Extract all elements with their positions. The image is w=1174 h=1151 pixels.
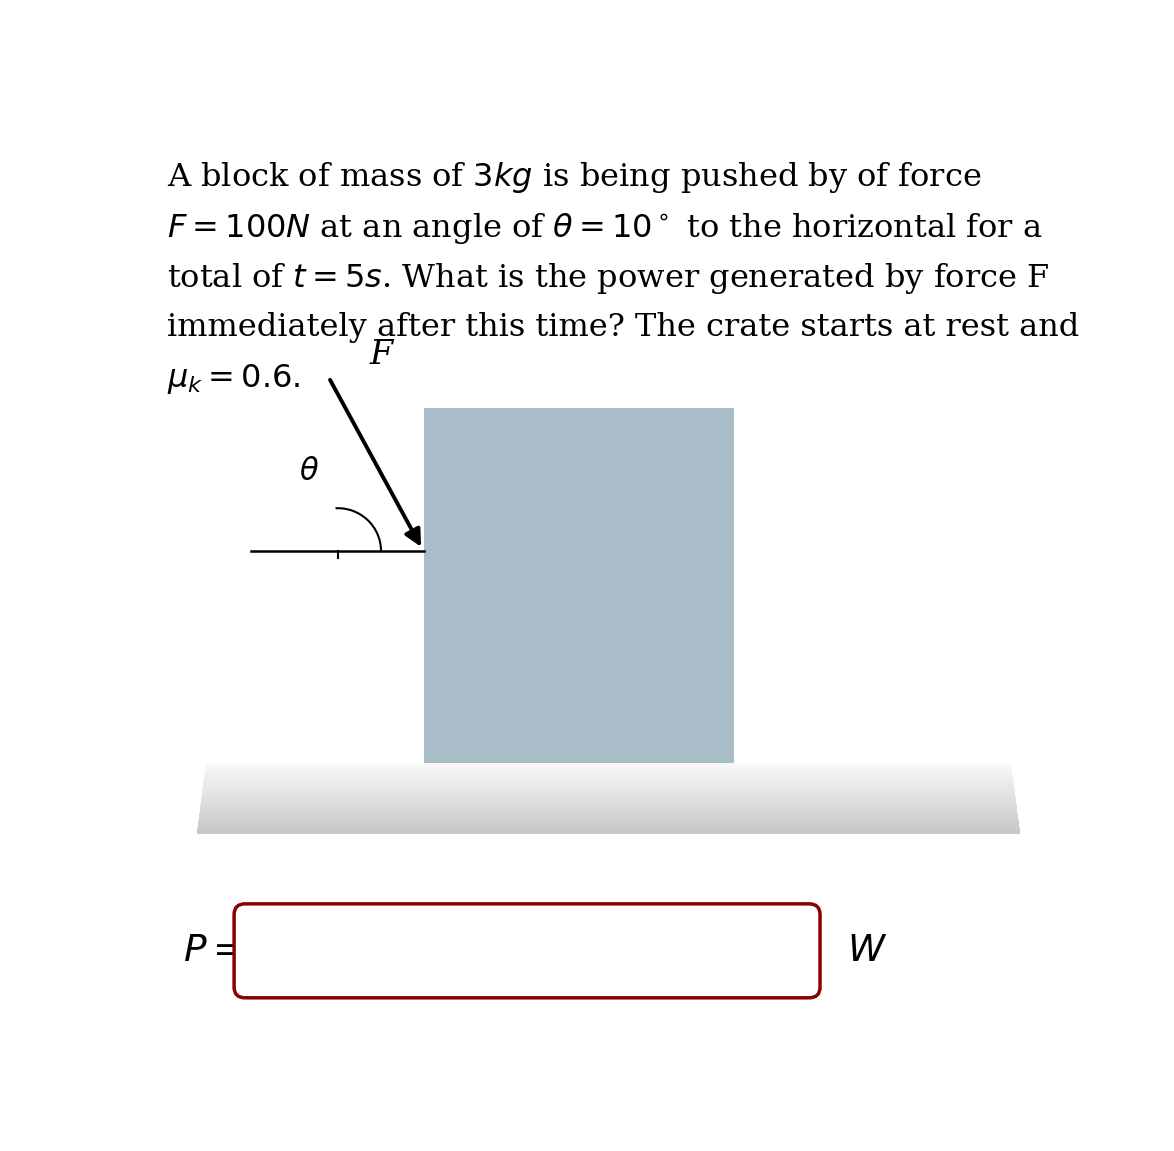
- Bar: [197, 832, 1020, 833]
- Bar: [204, 770, 1012, 772]
- Bar: [197, 829, 1020, 830]
- Bar: [200, 813, 1018, 815]
- Text: immediately after this time? The crate starts at rest and: immediately after this time? The crate s…: [167, 312, 1079, 343]
- Bar: [201, 803, 1017, 806]
- Text: $W$: $W$: [848, 932, 888, 969]
- Bar: [204, 777, 1013, 779]
- Text: F: F: [370, 340, 393, 372]
- Bar: [204, 773, 1013, 776]
- Bar: [198, 816, 1018, 818]
- Text: A block of mass of $3kg$ is being pushed by of force: A block of mass of $3kg$ is being pushed…: [167, 160, 981, 196]
- Bar: [200, 810, 1018, 813]
- Bar: [203, 786, 1014, 787]
- Bar: [204, 776, 1013, 777]
- Bar: [197, 830, 1020, 832]
- Bar: [198, 823, 1019, 825]
- Bar: [202, 787, 1014, 790]
- Bar: [203, 780, 1013, 783]
- Bar: [198, 818, 1018, 820]
- Bar: [201, 806, 1017, 807]
- Bar: [198, 820, 1019, 822]
- Bar: [198, 822, 1019, 823]
- Text: total of $t = 5s$. What is the power generated by force F: total of $t = 5s$. What is the power gen…: [167, 261, 1050, 296]
- Bar: [200, 815, 1018, 816]
- Bar: [201, 802, 1017, 803]
- Text: $F = 100N$ at an angle of $\theta = 10^\circ$ to the horizontal for a: $F = 100N$ at an angle of $\theta = 10^\…: [167, 211, 1043, 246]
- Bar: [201, 799, 1016, 800]
- Text: $\mu_k = 0.6.$: $\mu_k = 0.6.$: [167, 363, 301, 396]
- Bar: [202, 795, 1016, 796]
- Bar: [205, 764, 1012, 767]
- Bar: [201, 800, 1017, 802]
- Text: $P =$: $P =$: [183, 932, 243, 969]
- Bar: [204, 772, 1012, 773]
- Bar: [203, 779, 1013, 780]
- Bar: [197, 826, 1019, 829]
- Bar: [203, 784, 1014, 786]
- Bar: [200, 809, 1017, 810]
- Bar: [200, 807, 1017, 809]
- Bar: [202, 796, 1016, 799]
- Bar: [205, 763, 1011, 764]
- Bar: [205, 768, 1012, 770]
- Bar: [197, 825, 1019, 826]
- FancyBboxPatch shape: [234, 904, 821, 998]
- Bar: [203, 783, 1014, 784]
- Bar: [424, 409, 734, 763]
- Text: $\theta$: $\theta$: [298, 456, 319, 487]
- Bar: [202, 793, 1016, 795]
- Bar: [205, 767, 1012, 768]
- Bar: [202, 790, 1014, 791]
- Bar: [202, 791, 1016, 793]
